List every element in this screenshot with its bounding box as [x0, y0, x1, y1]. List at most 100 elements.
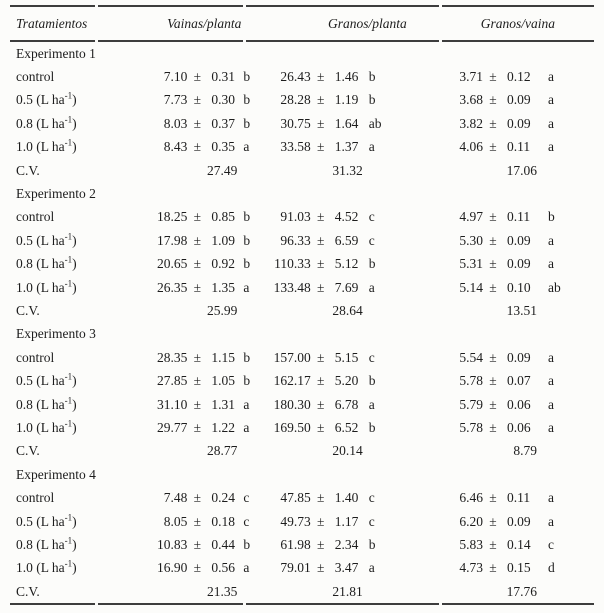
- plus-minus-symbol: ±: [193, 232, 202, 248]
- significance-letter: c: [243, 490, 250, 506]
- significance-letter: c: [368, 490, 375, 506]
- value-group: 47.85 ±1.40 c: [246, 490, 380, 506]
- value-cell: 4.73 ±0.15 d: [442, 557, 594, 580]
- treatment-label-close: ): [72, 373, 77, 389]
- standard-error-value: 2.34: [334, 536, 359, 552]
- superscript-exponent: -1: [64, 371, 73, 382]
- significance-letter: c: [368, 209, 375, 225]
- mean-value: 3.82: [459, 115, 483, 131]
- value-cell: 157.00 ±5.15 c: [246, 346, 438, 369]
- value-group: 17.76: [442, 584, 559, 600]
- plus-minus-symbol: ±: [317, 490, 325, 506]
- significance-letter: b: [243, 349, 251, 365]
- value-group: 26.43 ±1.46 b: [246, 69, 380, 85]
- value-group: 17.98 ±1.09 b: [98, 233, 257, 249]
- standard-error-value: 6.78: [334, 396, 359, 412]
- treatment-label: 1.0 (L ha-1): [10, 276, 95, 299]
- value-cell: 5.54 ±0.09 a: [442, 346, 594, 369]
- plus-minus-symbol: ±: [193, 209, 202, 225]
- treatment-label-text: 1.0 (L ha: [16, 560, 65, 576]
- value-cell: 4.97 ±0.11 b: [442, 206, 594, 229]
- value-group: 91.03 ±4.52 c: [246, 209, 380, 225]
- standard-error-value: 0.85: [211, 209, 236, 225]
- significance-letter: a: [368, 560, 375, 576]
- value-cell: 8.79: [442, 440, 594, 463]
- value-group: 7.73 ±0.30 b: [98, 92, 257, 108]
- value-cell: 20.65 ±0.92 b: [98, 253, 250, 276]
- plus-minus-symbol: ±: [317, 349, 325, 365]
- treatment-row: control 7.48 ±0.24 c 47.85 ±1.40 c 6.46 ±0.11 a: [10, 486, 594, 509]
- mean-value: 17.98: [157, 232, 188, 248]
- standard-error-value: 1.31: [211, 396, 236, 412]
- value-group: 4.73 ±0.15 d: [442, 560, 559, 576]
- mean-value: 4.97: [459, 209, 483, 225]
- superscript-exponent: -1: [64, 418, 73, 429]
- experiment-title: Experimento 3: [16, 326, 96, 342]
- standard-error-value: 0.18: [211, 513, 236, 529]
- significance-letter: b: [368, 256, 376, 272]
- cv-row: C.V. 27.49 31.32 17.06: [10, 159, 594, 182]
- plus-minus-symbol: ±: [193, 115, 202, 131]
- standard-error-value: 0.37: [211, 115, 236, 131]
- standard-error-value: 0.09: [507, 232, 531, 248]
- superscript-exponent: -1: [64, 114, 73, 125]
- plus-minus-symbol: ±: [317, 373, 325, 389]
- treatment-label-close: ): [72, 279, 77, 295]
- value-cell: 162.17 ±5.20 b: [246, 369, 438, 392]
- cv-value: 28.77: [207, 443, 238, 459]
- treatment-row: 0.5 (L ha-1) 27.85 ±1.05 b 162.17 ±5.20 b 5.78 ±…: [10, 369, 594, 392]
- mean-value: 5.83: [459, 536, 483, 552]
- treatment-label-close: ): [72, 256, 77, 272]
- plus-minus-symbol: ±: [489, 115, 497, 131]
- value-cell: 5.31 ±0.09 a: [442, 253, 594, 276]
- superscript-exponent: -1: [64, 231, 73, 242]
- plus-minus-symbol: ±: [489, 92, 497, 108]
- significance-letter: ab: [368, 115, 382, 131]
- value-group: 27.49: [98, 163, 257, 179]
- standard-error-value: 1.09: [211, 232, 236, 248]
- significance-letter: a: [548, 373, 554, 389]
- standard-error-value: 5.15: [334, 349, 359, 365]
- treatment-label-text: 0.8 (L ha: [16, 256, 65, 272]
- cv-row: C.V. 25.99 28.64 13.51: [10, 299, 594, 322]
- cv-value: 21.81: [332, 583, 363, 599]
- value-cell: 27.49: [98, 159, 243, 182]
- value-group: 4.06 ±0.11 a: [442, 139, 559, 155]
- value-group: 3.82 ±0.09 a: [442, 116, 559, 132]
- mean-value: 26.43: [280, 69, 311, 85]
- treatment-label: 0.5 (L ha-1): [10, 89, 95, 112]
- cv-value: 25.99: [207, 302, 238, 318]
- value-group: 27.85 ±1.05 b: [98, 373, 257, 389]
- value-group: 79.01 ±3.47 a: [246, 560, 380, 576]
- value-cell: 28.35 ±1.15 b: [98, 346, 250, 369]
- table-header: Tratamientos Vainas/planta Granos/planta…: [10, 5, 594, 42]
- treatment-row: control 28.35 ±1.15 b 157.00 ±5.15 c 5.54 ±0.09 a: [10, 346, 594, 369]
- plus-minus-symbol: ±: [193, 349, 202, 365]
- standard-error-value: 6.59: [334, 232, 359, 248]
- value-group: 180.30 ±6.78 a: [246, 397, 380, 413]
- cv-value: 17.76: [506, 583, 537, 599]
- cv-value: 17.06: [506, 162, 537, 178]
- significance-letter: b: [243, 209, 251, 225]
- significance-letter: a: [243, 279, 250, 295]
- treatment-label-close: ): [72, 396, 77, 412]
- standard-error-value: 1.46: [334, 69, 359, 85]
- value-cell: 49.73 ±1.17 c: [246, 510, 438, 533]
- plus-minus-symbol: ±: [317, 419, 325, 435]
- standard-error-value: 0.92: [211, 256, 236, 272]
- mean-value: 169.50: [273, 419, 311, 435]
- treatment-row: 1.0 (L ha-1) 26.35 ±1.35 a 133.48 ±7.69 a 5.14 ±…: [10, 276, 594, 299]
- value-cell: 20.14: [246, 440, 438, 463]
- standard-error-value: 1.05: [211, 373, 236, 389]
- value-group: 5.79 ±0.06 a: [442, 397, 559, 413]
- treatment-label-text: 0.5 (L ha: [16, 513, 65, 529]
- treatment-label: 0.8 (L ha-1): [10, 533, 95, 556]
- treatment-label-text: control: [16, 490, 55, 506]
- treatment-label-close: ): [72, 115, 77, 131]
- standard-error-value: 1.64: [334, 115, 359, 131]
- value-cell: 8.03 ±0.37 b: [98, 112, 250, 135]
- treatment-label-text: control: [16, 349, 55, 365]
- significance-letter: b: [243, 536, 251, 552]
- significance-letter: a: [548, 256, 554, 272]
